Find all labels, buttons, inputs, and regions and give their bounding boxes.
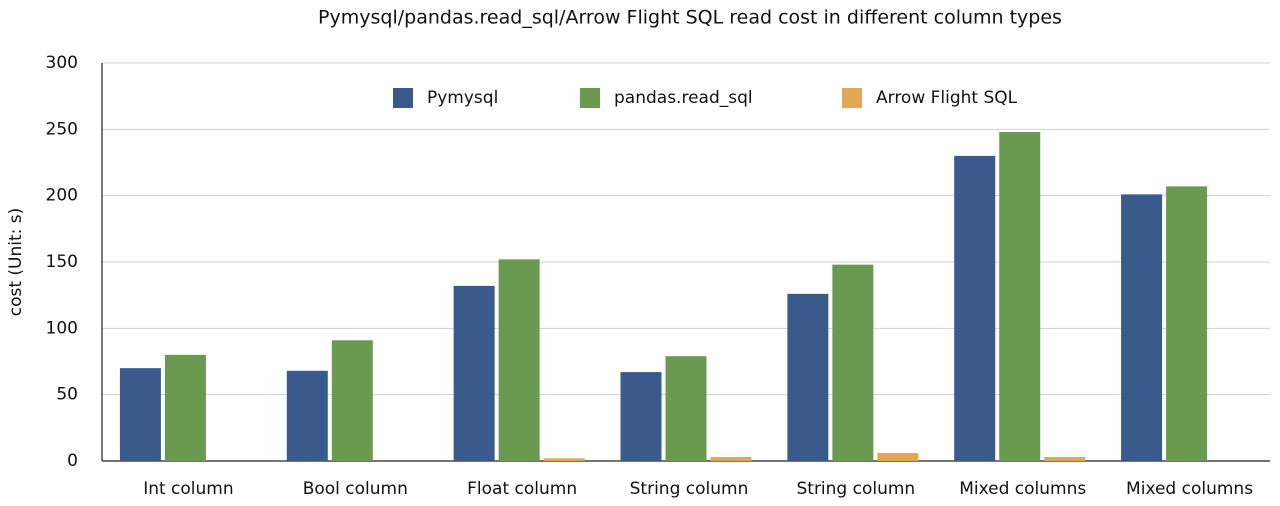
bar xyxy=(1044,457,1086,461)
x-tick-label: String column xyxy=(630,479,749,499)
legend-label: Arrow Flight SQL xyxy=(876,88,1018,108)
x-tick-label: String column xyxy=(796,479,915,499)
legend-label: Pymysql xyxy=(427,88,498,108)
y-axis-label: cost (Unit: s) xyxy=(6,208,26,317)
bar xyxy=(665,356,707,461)
bar xyxy=(498,259,540,461)
legend-label: pandas.read_sql xyxy=(614,88,753,108)
y-tick-label: 50 xyxy=(56,385,78,405)
bar xyxy=(999,131,1041,461)
bar xyxy=(954,155,996,461)
chart-title: Pymysql/pandas.read_sql/Arrow Flight SQL… xyxy=(318,7,1062,29)
bar xyxy=(787,293,829,461)
bar xyxy=(832,264,874,461)
x-tick-label: Bool column xyxy=(303,479,408,499)
bar xyxy=(164,354,206,461)
bar xyxy=(620,372,662,461)
x-tick-label: Mixed columns xyxy=(959,479,1086,499)
bar xyxy=(710,457,752,461)
legend-swatch xyxy=(393,88,413,108)
bar xyxy=(453,285,495,461)
x-tick-label: Int column xyxy=(143,479,233,499)
y-tick-label: 250 xyxy=(46,119,78,139)
y-tick-label: 0 xyxy=(67,451,78,471)
bar xyxy=(286,370,328,461)
x-tick-label: Mixed columns xyxy=(1126,479,1253,499)
legend-swatch xyxy=(580,88,600,108)
bar xyxy=(1166,186,1208,461)
bar xyxy=(119,368,161,461)
bar xyxy=(543,458,585,461)
y-tick-label: 100 xyxy=(46,318,78,338)
x-tick-label: Float column xyxy=(467,479,577,499)
y-tick-label: 200 xyxy=(46,186,78,206)
bar xyxy=(331,340,373,461)
bar xyxy=(1121,194,1163,461)
y-tick-label: 300 xyxy=(46,53,78,73)
legend-swatch xyxy=(842,88,862,108)
y-tick-label: 150 xyxy=(46,252,78,272)
bar xyxy=(877,453,919,461)
